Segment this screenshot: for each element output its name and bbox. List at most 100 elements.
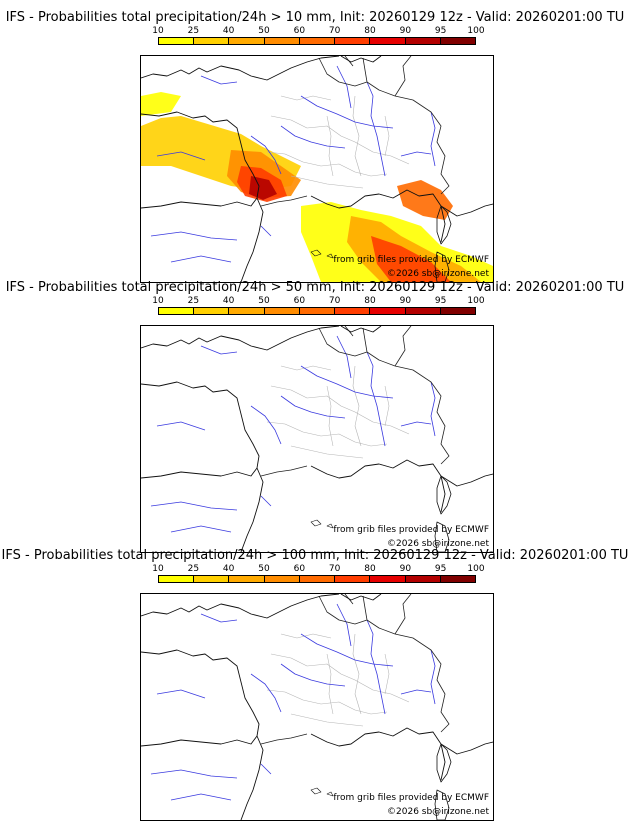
sardinia-island [434,521,450,552]
legend-labels: 10 25 40 50 60 70 80 90 95 100 [152,564,484,575]
source-credit: from grib files provided by ECMWF [333,525,489,535]
legend-label: 90 [399,296,412,306]
legend-label: 100 [467,564,485,574]
legend-label: 70 [328,26,341,36]
legend-labels: 10 25 40 50 60 70 80 90 95 100 [152,296,484,307]
legend-label: 40 [222,26,235,36]
coastline [141,594,493,820]
legend-swatch [159,38,195,44]
legend-swatch [299,38,336,44]
legend-swatch [299,576,336,582]
legend-label: 60 [293,564,306,574]
legend-label: 40 [222,296,235,306]
legend-label: 80 [364,564,376,574]
precip-probability-area [371,236,451,282]
panel-title: IFS - Probabilities total precipitation/… [1,548,629,563]
legend-label: 70 [328,564,341,574]
legend-label: 50 [258,564,270,574]
legend-swatch [194,38,230,44]
legend-swatch [264,576,300,582]
copyright-credit: ©2026 sb@irizone.net [387,539,489,549]
legend-swatch [370,38,406,44]
legend-label: 95 [434,564,447,574]
legend-swatch [159,308,195,314]
legend-label: 70 [328,296,341,306]
probability-legend: 10 25 40 50 60 70 80 90 95 100 [152,296,485,316]
legend-colorbar [158,37,476,45]
legend-label: 95 [434,296,447,306]
map-canvas [141,56,493,282]
legend-swatch [229,38,265,44]
legend-label: 100 [467,26,485,36]
copyright-credit: ©2026 sb@irizone.net [387,807,489,817]
forecast-panel-100mm: IFS - Probabilities total precipitation/… [0,548,630,821]
legend-label: 10 [152,564,164,574]
copyright-credit: ©2026 sb@irizone.net [387,269,489,279]
rivers [150,603,436,801]
probability-legend: 10 25 40 50 60 70 80 90 95 100 [152,26,485,46]
country-borders [260,326,450,477]
map-canvas [141,594,493,820]
legend-colorbar [158,575,476,583]
legend-label: 90 [399,564,412,574]
legend-swatch [405,38,441,44]
precip-probability-area [141,92,181,116]
legend-label: 80 [364,26,376,36]
country-borders [260,594,450,745]
panel-title: IFS - Probabilities total precipitation/… [5,10,625,25]
legend-label: 100 [467,296,485,306]
sardinia-island [434,789,450,820]
legend-label: 60 [293,26,306,36]
forecast-panel-50mm: IFS - Probabilities total precipitation/… [0,280,630,553]
legend-swatch [229,576,265,582]
legend-label: 50 [258,26,270,36]
legend-swatch [370,308,406,314]
legend-label: 25 [187,564,200,574]
legend-swatch [405,576,441,582]
legend-label: 90 [399,26,412,36]
legend-swatch [335,38,371,44]
rivers [150,65,436,263]
corsica-island [436,743,452,783]
corsica-island [436,205,452,245]
legend-label: 10 [152,296,164,306]
map-france-50mm: from grib files provided by ECMWF ©2026 … [140,325,494,553]
map-canvas [141,326,493,552]
legend-swatch [264,308,300,314]
legend-swatch [299,308,336,314]
legend-labels: 10 25 40 50 60 70 80 90 95 100 [152,26,484,37]
source-credit: from grib files provided by ECMWF [333,793,489,803]
coastline [141,326,493,552]
legend-swatch [440,308,475,314]
map-france-100mm: from grib files provided by ECMWF ©2026 … [140,593,494,821]
legend-swatch [440,576,475,582]
legend-swatch [229,308,265,314]
rivers [150,335,436,533]
legend-swatch [440,38,475,44]
coastline [141,56,493,282]
forecast-panel-10mm: IFS - Probabilities total precipitation/… [0,10,630,283]
legend-swatch [335,308,371,314]
legend-label: 10 [152,26,164,36]
legend-label: 80 [364,296,376,306]
legend-label: 60 [293,296,306,306]
legend-label: 25 [187,296,200,306]
legend-swatch [194,576,230,582]
probability-legend: 10 25 40 50 60 70 80 90 95 100 [152,564,485,584]
balearic-islands [310,249,334,259]
precip-probability-area [249,176,277,200]
balearic-islands [310,519,334,529]
balearic-islands [310,787,334,797]
source-credit: from grib files provided by ECMWF [333,255,489,265]
legend-colorbar [158,307,476,315]
legend-swatch [335,576,371,582]
precip-probability-area [397,180,453,220]
legend-swatch [405,308,441,314]
legend-label: 40 [222,564,235,574]
corsica-island [436,475,452,515]
legend-swatch [159,576,195,582]
legend-swatch [370,576,406,582]
admin-region-borders [266,633,410,727]
sardinia-island [434,251,450,282]
legend-swatch [264,38,300,44]
